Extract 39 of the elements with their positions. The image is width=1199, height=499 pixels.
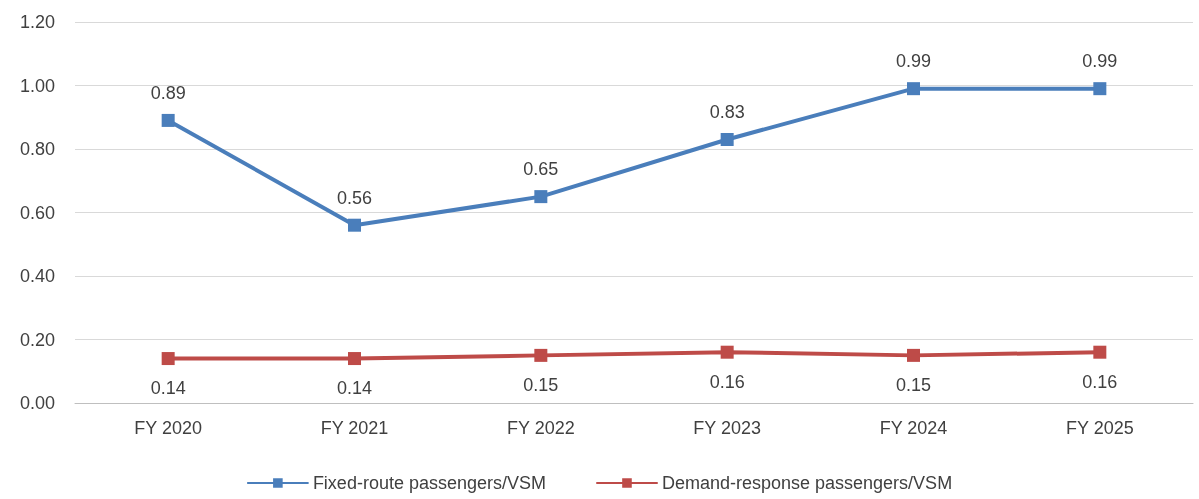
data-label: 0.16	[709, 371, 745, 392]
point	[1093, 82, 1107, 96]
point	[907, 348, 920, 362]
legend-label: Demand-response passengers/VSM	[661, 473, 953, 493]
point	[534, 190, 548, 204]
legend-label: Fixed-route passengers/VSM	[312, 473, 546, 493]
x-tick-label: FY 2025	[1065, 418, 1134, 438]
point	[161, 352, 175, 366]
y-tick-label: 1.20	[19, 12, 55, 32]
data-label: 0.14	[336, 378, 373, 399]
data-label: 0.83	[709, 101, 745, 122]
data-label: 0.15	[895, 374, 932, 395]
data-label: 0.14	[150, 378, 186, 399]
x-tick-label: FY 2021	[320, 418, 389, 438]
point	[907, 82, 920, 96]
y-tick-label: 0.40	[19, 266, 55, 286]
data-label: 0.89	[150, 82, 186, 103]
point	[161, 113, 175, 127]
y-tick-label: 0.80	[19, 139, 55, 159]
x-tick-label: FY 2020	[134, 418, 203, 438]
x-tick-label: FY 2024	[879, 418, 948, 438]
point	[348, 218, 361, 232]
data-label: 0.99	[1082, 51, 1118, 72]
data-label: 0.99	[895, 51, 932, 72]
data-label: 0.65	[523, 159, 559, 180]
data-label: 0.16	[1082, 371, 1118, 392]
data-label: 0.15	[523, 374, 559, 395]
point	[534, 348, 548, 362]
point	[1093, 345, 1107, 359]
y-tick-label: 1.00	[19, 75, 55, 96]
point	[720, 345, 734, 359]
x-tick-label: FY 2022	[506, 418, 575, 438]
x-tick-label: FY 2023	[693, 418, 762, 438]
point	[720, 132, 734, 146]
y-tick-label: 0.20	[19, 329, 55, 350]
y-tick-label: 0.00	[19, 393, 55, 413]
point	[348, 352, 361, 366]
y-tick-label: 0.60	[19, 202, 55, 223]
data-label: 0.56	[336, 187, 373, 208]
